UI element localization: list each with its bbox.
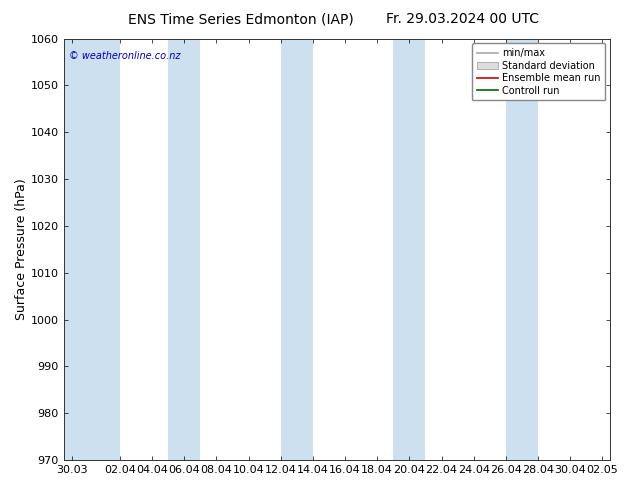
- Bar: [393, 39, 425, 460]
- Text: © weatheronline.co.nz: © weatheronline.co.nz: [69, 51, 181, 61]
- Bar: [64, 39, 96, 460]
- Bar: [168, 39, 200, 460]
- Legend: min/max, Standard deviation, Ensemble mean run, Controll run: min/max, Standard deviation, Ensemble me…: [472, 44, 605, 100]
- Bar: [506, 39, 538, 460]
- Text: ENS Time Series Edmonton (IAP): ENS Time Series Edmonton (IAP): [128, 12, 354, 26]
- Bar: [96, 39, 120, 460]
- Text: Fr. 29.03.2024 00 UTC: Fr. 29.03.2024 00 UTC: [386, 12, 540, 26]
- Bar: [281, 39, 313, 460]
- Y-axis label: Surface Pressure (hPa): Surface Pressure (hPa): [15, 178, 28, 320]
